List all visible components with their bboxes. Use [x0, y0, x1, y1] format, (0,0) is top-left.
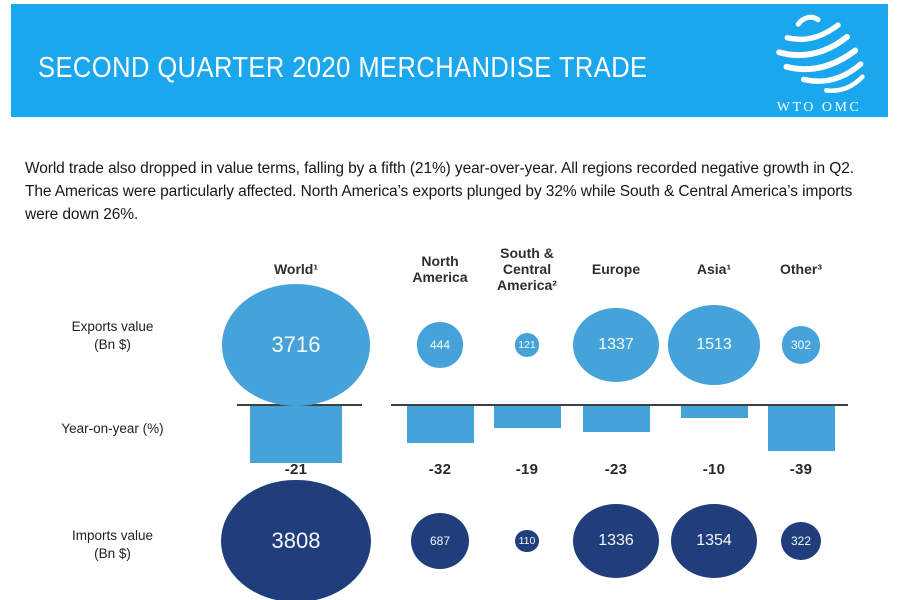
- yoy-bar: [406, 406, 474, 443]
- yoy-value-label: -19: [515, 461, 539, 478]
- yoy-bar: [493, 406, 561, 428]
- yoy-value-label: -10: [702, 461, 726, 478]
- wto-logo-block: WTO OMC: [757, 8, 881, 121]
- import-bubble: 3808: [221, 479, 371, 600]
- yoy-value-label: -21: [284, 461, 308, 478]
- export-bubble: 121: [514, 333, 540, 357]
- column-header: World¹: [273, 261, 319, 278]
- intro-paragraph: World trade also dropped in value terms,…: [25, 159, 854, 224]
- import-bubble: 1336: [572, 503, 659, 579]
- chart: Exports value (Bn $) Year-on-year (%) Im…: [0, 230, 900, 600]
- import-bubble: 687: [410, 512, 470, 570]
- import-bubble: 1354: [670, 503, 758, 579]
- header-banner: SECOND QUARTER 2020 MERCHANDISE TRADE WT…: [11, 4, 888, 117]
- yoy-value-label: -39: [789, 461, 813, 478]
- column-header: Europe: [591, 261, 641, 278]
- yoy-bar: [680, 406, 748, 418]
- import-bubble: 110: [515, 529, 539, 553]
- yoy-bar: [250, 406, 342, 464]
- yoy-value-label: -32: [428, 461, 452, 478]
- row-label-imports: Imports value (Bn $): [71, 528, 154, 561]
- column-header: North America: [412, 253, 468, 285]
- page-title: SECOND QUARTER 2020 MERCHANDISE TRADE: [38, 52, 648, 84]
- export-bubble: 1337: [572, 307, 660, 383]
- column-header: Asia¹: [696, 261, 732, 278]
- export-bubble: 302: [781, 326, 821, 364]
- column-header: Other³: [780, 261, 822, 278]
- wto-globe-icon: [776, 14, 865, 93]
- yoy-bar: [582, 406, 650, 433]
- export-bubble: 1513: [668, 305, 760, 385]
- row-label-exports: Exports value (Bn $): [71, 319, 154, 352]
- yoy-bar: [767, 406, 835, 451]
- yoy-baseline-regions: [391, 404, 848, 406]
- wto-logo-caption: WTO OMC: [776, 100, 862, 115]
- export-bubble: 3716: [222, 284, 370, 406]
- export-bubble: 444: [416, 322, 464, 368]
- import-bubble: 322: [781, 521, 821, 561]
- row-label-yoy: Year-on-year (%): [61, 421, 164, 436]
- column-header: South & Central America²: [497, 245, 557, 293]
- yoy-value-label: -23: [604, 461, 628, 478]
